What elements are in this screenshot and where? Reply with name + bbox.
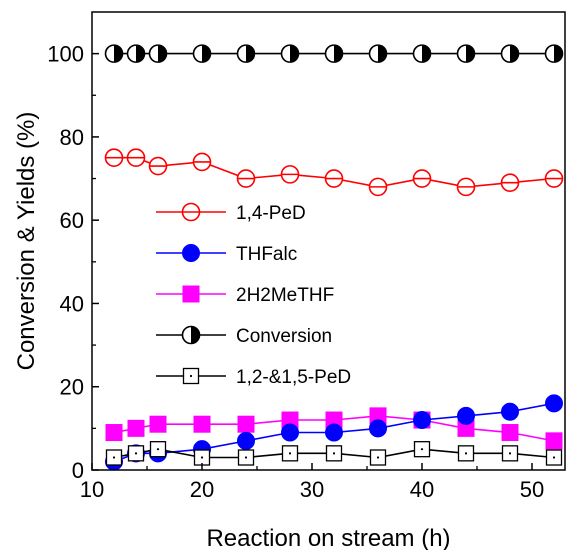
data-point xyxy=(281,423,299,442)
legend-item: 1,2-&1,5-PeD xyxy=(156,367,351,388)
data-point xyxy=(126,44,146,63)
legend-label: THFalc xyxy=(236,244,297,265)
data-point xyxy=(280,44,300,63)
series-layer xyxy=(104,44,564,471)
legend-item: Conversion xyxy=(156,325,332,347)
data-point xyxy=(501,445,519,462)
data-point xyxy=(457,445,475,462)
data-point xyxy=(457,406,475,425)
data-point xyxy=(544,44,564,63)
data-point xyxy=(544,169,564,188)
legend-marker xyxy=(182,244,200,262)
y-tick-label: 20 xyxy=(60,375,84,400)
data-point xyxy=(149,441,167,458)
legend-item: THFalc xyxy=(156,244,297,265)
series-conversion xyxy=(104,44,564,63)
y-tick-label: 60 xyxy=(60,208,84,233)
data-point xyxy=(369,449,387,466)
data-point xyxy=(237,431,255,450)
data-point xyxy=(545,394,563,413)
data-point xyxy=(104,44,124,63)
data-point xyxy=(412,44,432,63)
data-point xyxy=(236,44,256,63)
data-point xyxy=(413,441,431,458)
data-point xyxy=(500,173,520,193)
legend-marker xyxy=(181,202,201,222)
data-point xyxy=(324,44,344,63)
y-tick-label: 100 xyxy=(47,42,84,67)
data-point xyxy=(501,402,519,421)
x-tick-label: 50 xyxy=(520,477,544,502)
series-1-4-ped xyxy=(104,148,564,197)
plot-frame xyxy=(91,11,566,471)
legend-label: Conversion xyxy=(236,326,332,347)
x-tick-label: 10 xyxy=(80,477,104,502)
data-point xyxy=(368,44,388,63)
x-axis-title: Reaction on stream (h) xyxy=(206,525,450,550)
data-point xyxy=(237,415,255,433)
data-point xyxy=(193,415,211,433)
legend-label: 1,2-&1,5-PeD xyxy=(236,367,351,388)
data-point xyxy=(193,449,211,466)
data-point xyxy=(325,423,343,442)
data-point xyxy=(126,148,146,168)
data-point xyxy=(192,152,212,172)
series-1-2-1-5-ped xyxy=(105,441,563,466)
data-point xyxy=(127,445,145,462)
legend-marker xyxy=(182,367,200,385)
data-point xyxy=(456,177,476,197)
legend-label: 2H2MeTHF xyxy=(236,285,334,306)
y-tick-label: 80 xyxy=(60,125,84,150)
data-point xyxy=(280,165,300,184)
data-point xyxy=(104,148,124,168)
data-point xyxy=(545,432,563,450)
data-point xyxy=(192,44,212,63)
legend-item: 2H2MeTHF xyxy=(156,285,334,306)
legend: 1,4-PeD THFalc 2H2MeTHF Conversion 1,2-&1,5-… xyxy=(156,202,351,388)
series-2h2methf xyxy=(105,407,563,450)
data-point xyxy=(127,419,145,437)
data-point xyxy=(501,424,519,442)
data-point xyxy=(500,44,520,63)
data-point xyxy=(369,419,387,438)
legend-item: 1,4-PeD xyxy=(156,202,306,224)
data-point xyxy=(105,449,123,466)
legend-label: 1,4-PeD xyxy=(236,203,306,224)
data-point xyxy=(148,44,168,63)
data-point xyxy=(237,449,255,466)
legend-marker xyxy=(182,285,200,303)
data-point xyxy=(148,156,168,176)
x-tick-label: 30 xyxy=(300,477,324,502)
x-tick-label: 20 xyxy=(190,477,214,502)
y-tick-label: 40 xyxy=(60,291,84,316)
data-point xyxy=(236,169,256,188)
data-point xyxy=(456,44,476,63)
data-point xyxy=(105,424,123,442)
data-point xyxy=(325,445,343,462)
data-point xyxy=(324,169,344,188)
y-tick-label: 0 xyxy=(72,458,84,483)
x-tick-label: 40 xyxy=(410,477,434,502)
data-point xyxy=(545,449,563,466)
data-point xyxy=(368,177,388,197)
data-point xyxy=(149,415,167,433)
axes-layer: 10 20 30 40 50 0 20 40 60 80 100 xyxy=(47,11,566,502)
legend-marker xyxy=(181,325,201,345)
y-axis-title: Conversion & Yields (%) xyxy=(13,112,40,371)
data-point xyxy=(412,169,432,188)
data-point xyxy=(413,411,431,430)
data-point xyxy=(281,445,299,462)
